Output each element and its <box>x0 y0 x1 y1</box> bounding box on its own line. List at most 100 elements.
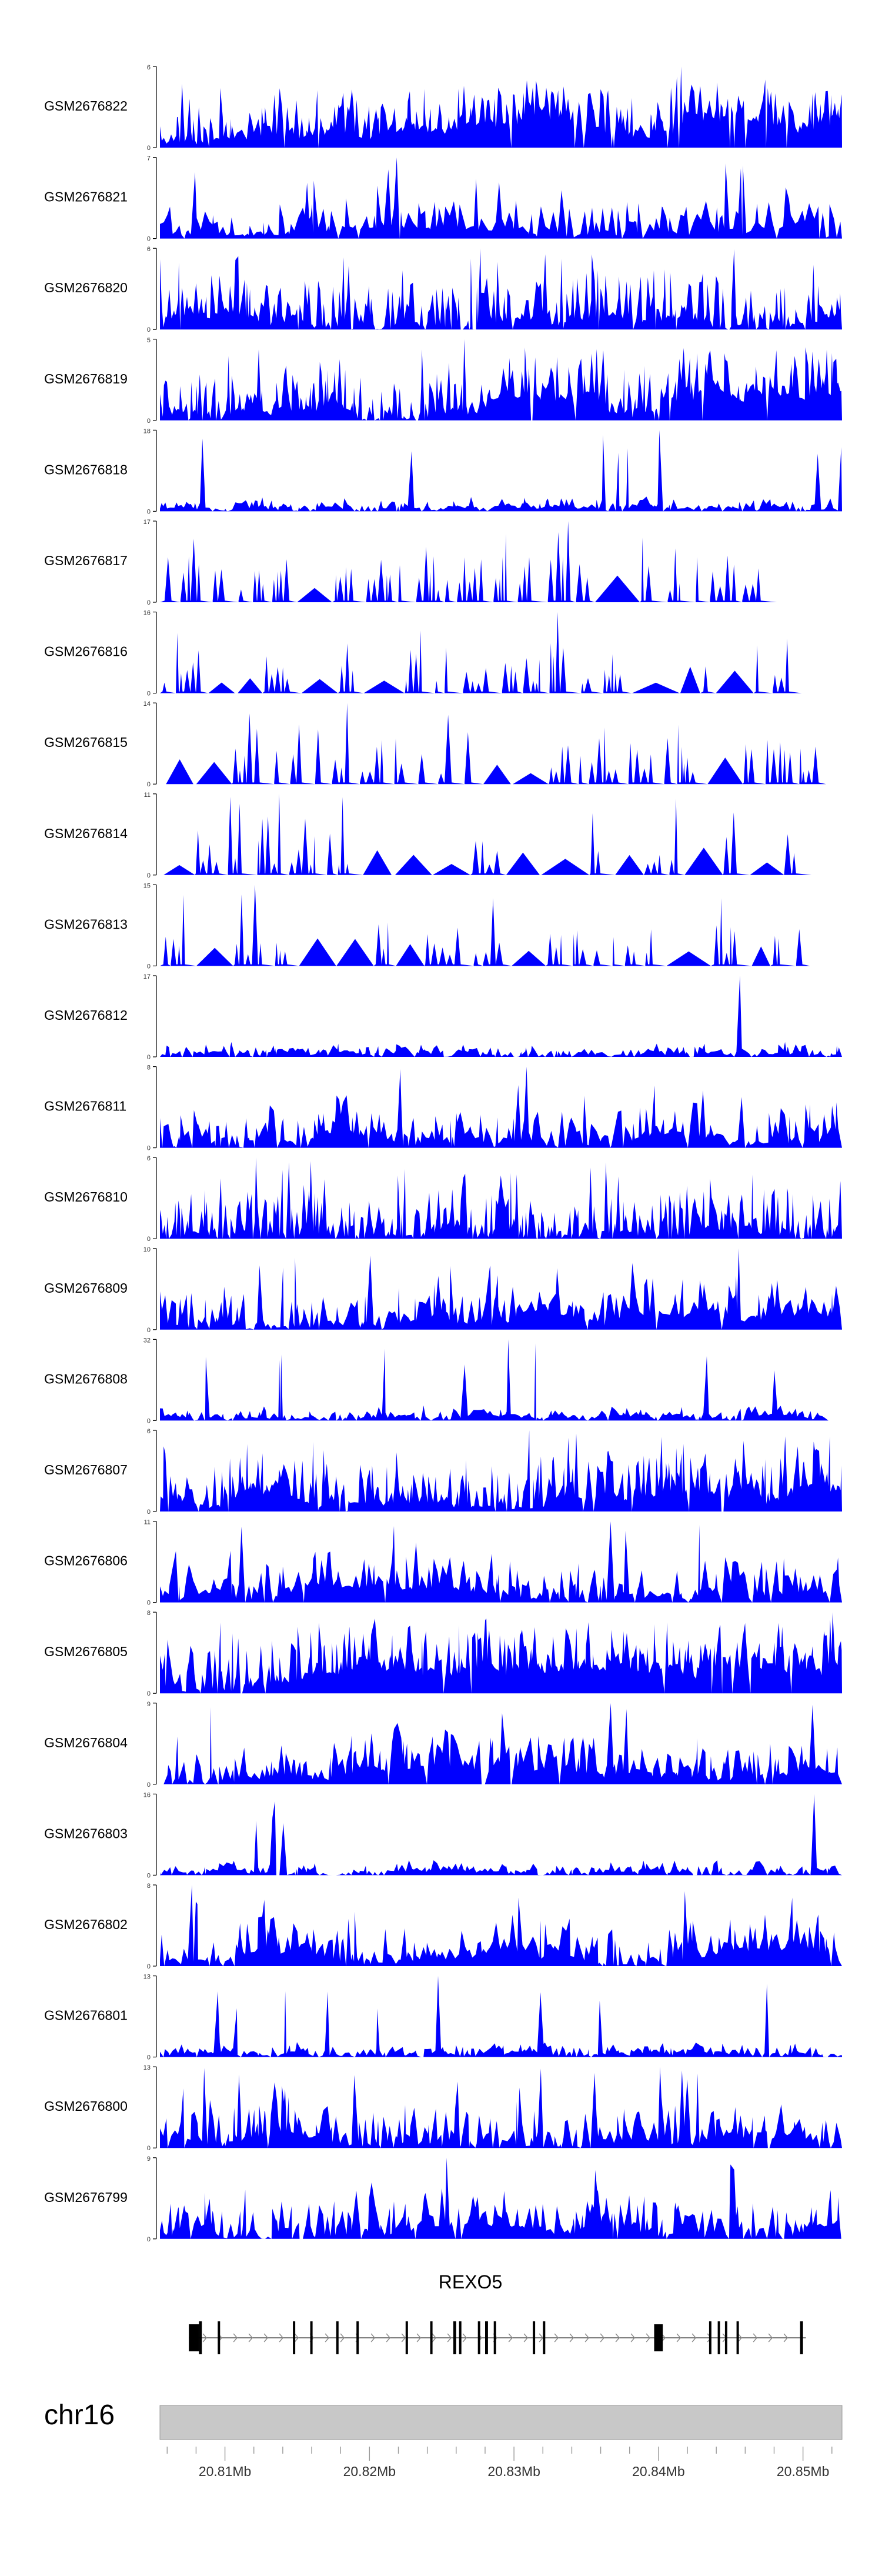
gene-exon <box>485 2321 488 2354</box>
track-label: GSM2676816 <box>44 644 128 659</box>
y-min-label: 0 <box>147 1417 151 1424</box>
y-max-label: 14 <box>143 700 151 708</box>
y-max-label: 17 <box>143 519 151 526</box>
gene-exon <box>430 2321 433 2354</box>
y-max-label: 8 <box>147 1610 151 1617</box>
y-min-label: 0 <box>147 1690 151 1697</box>
strand-arrow <box>539 2333 544 2343</box>
track-GSM2676813: GSM2676813 15 0 <box>44 882 815 970</box>
track-label: GSM2676822 <box>44 98 128 114</box>
gene-exon <box>356 2321 359 2354</box>
track-label: GSM2676820 <box>44 280 128 295</box>
y-min-label: 0 <box>147 1236 151 1243</box>
strand-arrow <box>737 2333 743 2343</box>
strand-arrow <box>325 2333 330 2343</box>
y-max-label: 16 <box>143 1791 151 1798</box>
track-GSM2676803: GSM2676803 16 0 <box>44 1791 842 1879</box>
coverage-area <box>160 976 842 1057</box>
track-label: GSM2676813 <box>44 916 128 932</box>
x-tick-label: 20.85Mb <box>777 2464 830 2479</box>
gene-exon <box>453 2321 456 2354</box>
track-label: GSM2676804 <box>44 1735 128 1750</box>
gene-exon <box>724 2321 727 2354</box>
strand-arrow <box>294 2333 299 2343</box>
gene-exon <box>709 2321 711 2354</box>
track-GSM2676807: GSM2676807 6 0 <box>44 1428 842 1516</box>
gene-exon <box>493 2321 496 2354</box>
coverage-area <box>160 885 815 966</box>
coverage-area <box>160 339 842 421</box>
gene-exon <box>477 2321 480 2354</box>
coverage-area <box>160 1157 842 1239</box>
track-label: GSM2676811 <box>44 1099 126 1114</box>
x-tick-label: 20.84Mb <box>632 2464 685 2479</box>
track-label: GSM2676799 <box>44 2190 128 2205</box>
y-min-label: 0 <box>147 872 151 879</box>
strand-arrow <box>386 2333 391 2343</box>
track-GSM2676806: GSM2676806 11 0 <box>44 1519 842 1607</box>
track-GSM2676819: GSM2676819 5 0 <box>44 337 842 425</box>
y-min-label: 0 <box>147 1509 151 1516</box>
coverage-area <box>160 1976 842 2057</box>
strand-arrow <box>401 2333 406 2343</box>
y-min-label: 0 <box>147 2236 151 2243</box>
y-max-label: 6 <box>147 1155 151 1162</box>
coverage-area <box>160 430 842 512</box>
y-max-label: 32 <box>143 1337 151 1344</box>
gene-exon <box>543 2321 546 2354</box>
strand-arrow <box>691 2333 697 2343</box>
strand-arrow <box>233 2333 238 2343</box>
track-label: GSM2676803 <box>44 1826 128 1841</box>
y-min-label: 0 <box>147 781 151 788</box>
track-label: GSM2676807 <box>44 1462 128 1477</box>
y-min-label: 0 <box>147 2145 151 2152</box>
y-min-label: 0 <box>147 326 151 333</box>
strand-arrow <box>508 2333 513 2343</box>
gene-exon <box>717 2321 720 2354</box>
track-GSM2676818: GSM2676818 18 0 <box>44 428 842 515</box>
track-label: GSM2676800 <box>44 2098 128 2114</box>
y-min-label: 0 <box>147 1054 151 1061</box>
strand-arrow <box>432 2333 437 2343</box>
x-tick-label: 20.83Mb <box>487 2464 540 2479</box>
track-label: GSM2676819 <box>44 371 128 386</box>
strand-arrow <box>370 2333 376 2343</box>
chromosome-ideogram <box>159 2405 843 2440</box>
track-GSM2676815: GSM2676815 14 0 <box>44 700 826 788</box>
y-max-label: 7 <box>147 155 151 162</box>
track-GSM2676804: GSM2676804 9 0 <box>44 1701 842 1788</box>
strand-arrow <box>248 2333 253 2343</box>
y-min-label: 0 <box>147 1327 151 1334</box>
y-min-label: 0 <box>147 1781 151 1788</box>
y-min-label: 0 <box>147 690 151 698</box>
coverage-area <box>160 521 794 602</box>
track-GSM2676812: GSM2676812 17 0 <box>44 973 842 1061</box>
coverage-area <box>160 248 842 330</box>
track-GSM2676801: GSM2676801 13 0 <box>44 1974 842 2061</box>
strand-arrow <box>554 2333 559 2343</box>
coverage-tracks: GSM267682260GSM267682170GSM267682060GSM2… <box>44 64 842 2243</box>
strand-arrow <box>753 2333 758 2343</box>
coverage-area <box>160 1430 842 1511</box>
y-min-label: 0 <box>147 1872 151 1879</box>
coverage-area <box>160 1521 842 1603</box>
gene-exon <box>218 2321 220 2354</box>
track-label: GSM2676817 <box>44 553 128 568</box>
track-GSM2676802: GSM2676802 8 0 <box>44 1883 842 1970</box>
x-tick-label: 20.82Mb <box>343 2464 396 2479</box>
track-label: GSM2676810 <box>44 1189 128 1204</box>
track-label: GSM2676815 <box>44 735 128 750</box>
track-GSM2676799: GSM2676799 9 0 <box>44 2155 842 2243</box>
coverage-area <box>160 1703 842 1784</box>
track-label: GSM2676818 <box>44 462 128 477</box>
track-GSM2676809: GSM2676809 10 0 <box>44 1246 842 1334</box>
gene-exon <box>189 2324 199 2351</box>
y-min-label: 0 <box>147 236 151 243</box>
y-max-label: 11 <box>144 792 151 799</box>
coverage-area <box>160 66 842 148</box>
strand-arrow <box>447 2333 452 2343</box>
strand-arrow <box>279 2333 284 2343</box>
y-max-label: 6 <box>147 1428 151 1435</box>
genome-axis: chr16 20.81Mb 20.82Mb 20.83Mb 20.84Mb 20.85M… <box>44 2400 843 2479</box>
coverage-area <box>160 2157 842 2239</box>
